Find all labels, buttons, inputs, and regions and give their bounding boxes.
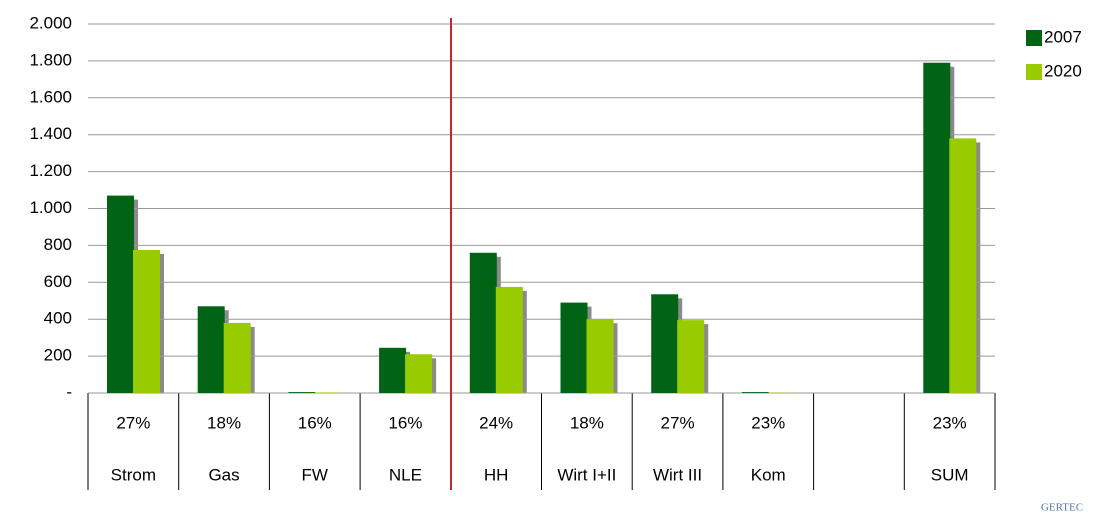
- x-tick-label: FW: [302, 465, 328, 484]
- y-tick-label: 1.600: [29, 87, 72, 106]
- x-tick-label: SUM: [931, 465, 969, 484]
- x-tick-label: Kom: [751, 465, 786, 484]
- x-tick-label: Strom: [111, 465, 156, 484]
- y-tick-label: 2.000: [29, 13, 72, 32]
- legend-swatch: [1026, 64, 1042, 80]
- x-tick-label: Gas: [208, 465, 239, 484]
- y-tick-label: 600: [44, 272, 72, 291]
- bar: [586, 319, 614, 393]
- bar: [314, 392, 342, 393]
- bar: [677, 320, 705, 393]
- y-tick-label: 1.400: [29, 124, 72, 143]
- bar: [741, 392, 769, 393]
- bar: [197, 306, 225, 393]
- percent-label: 27%: [116, 413, 150, 432]
- percent-label: 24%: [479, 413, 513, 432]
- legend-label: 2007: [1044, 27, 1082, 46]
- bar: [469, 252, 497, 393]
- y-tick-label: 200: [44, 346, 72, 365]
- x-tick-label: NLE: [389, 465, 422, 484]
- bar: [405, 354, 433, 393]
- bar: [223, 322, 251, 393]
- x-tick-label: HH: [484, 465, 509, 484]
- percent-label: 23%: [933, 413, 967, 432]
- bar: [949, 138, 977, 393]
- bar: [651, 294, 679, 393]
- y-tick-label: -: [66, 382, 72, 401]
- percent-label: 27%: [661, 413, 695, 432]
- percent-label: 16%: [298, 413, 332, 432]
- bar: [288, 392, 316, 393]
- bar: [133, 250, 160, 393]
- logo: GERTEC: [1041, 502, 1083, 514]
- bar: [379, 347, 407, 393]
- bar: [923, 62, 951, 394]
- percent-label: 18%: [207, 413, 241, 432]
- percent-label: 23%: [751, 413, 785, 432]
- x-tick-label: Wirt I+II: [557, 465, 616, 484]
- bar: [107, 195, 134, 393]
- legend-label: 2020: [1044, 61, 1082, 80]
- y-tick-label: 1.800: [29, 50, 72, 69]
- x-tick-label: Wirt III: [653, 465, 702, 484]
- percent-label: 16%: [388, 413, 422, 432]
- y-tick-label: 1.000: [29, 198, 72, 217]
- y-tick-label: 400: [44, 309, 72, 328]
- percent-label: 18%: [570, 413, 604, 432]
- legend-swatch: [1026, 30, 1042, 46]
- y-tick-label: 1.200: [29, 161, 72, 180]
- bar: [560, 302, 588, 393]
- y-tick-label: 800: [44, 235, 72, 254]
- bar: [495, 286, 523, 393]
